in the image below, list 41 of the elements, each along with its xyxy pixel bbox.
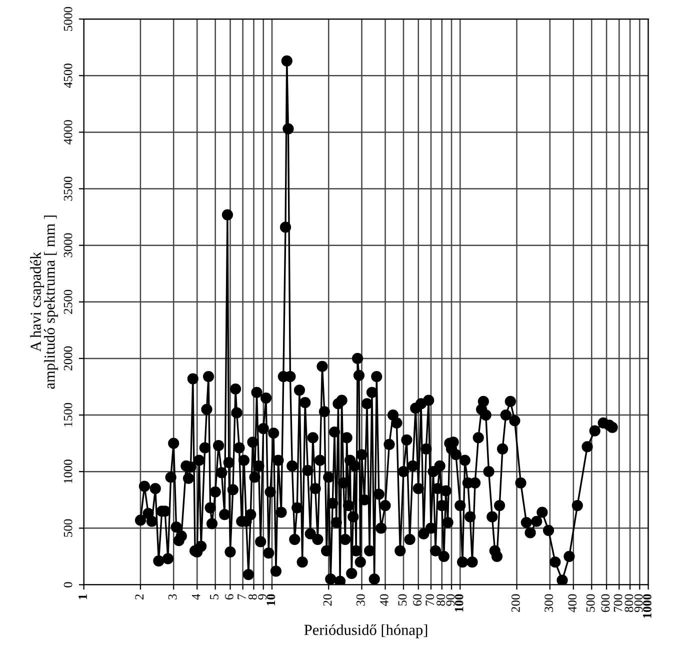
x-tick-label: 4 [192, 594, 200, 600]
x-tick-label: 90 [446, 594, 455, 606]
y-tick-label: 2000 [64, 346, 72, 370]
x-tick-label: 70 [426, 594, 434, 606]
x-tick-label: 900 [634, 594, 643, 612]
x-tick-label: 20 [323, 594, 332, 606]
y-axis-title: A havi csapadék amplitudó spektruma [ mm ] [30, 216, 58, 389]
y-tick-label: 4000 [64, 120, 72, 144]
y-tick-label: 1000 [64, 460, 72, 483]
x-axis-title: Periódusidő [hónap] [304, 624, 428, 638]
y-tick-label: 3000 [64, 233, 72, 258]
x-tick-label: 800 [624, 594, 634, 612]
y-tick-label: 1500 [64, 403, 72, 426]
y-tick-label: 3500 [64, 176, 72, 201]
y-tick-label: 2500 [64, 290, 72, 314]
x-tick-label: 30 [356, 594, 365, 606]
x-tick-label: 10 [266, 594, 276, 606]
x-tick-label: 8 [248, 594, 257, 600]
y-tick-label: 5000 [64, 7, 72, 31]
x-tick-label: 3 [168, 594, 177, 600]
x-tick-label: 600 [601, 594, 610, 612]
x-tick-label: 40 [380, 594, 388, 606]
x-tick-label: 50 [398, 594, 407, 606]
x-tick-label: 200 [511, 594, 520, 612]
x-tick-label: 9 [258, 594, 266, 600]
x-tick-label: 500 [586, 594, 595, 612]
x-tick-label: 1000 [642, 594, 652, 618]
x-tick-label: 60 [413, 594, 422, 606]
x-tick-label: 300 [544, 594, 554, 612]
x-tick-label: 2 [135, 594, 144, 600]
x-tick-label: 100 [454, 594, 464, 612]
x-tick-label: 1 [78, 594, 87, 600]
y-tick-label: 500 [64, 519, 72, 537]
x-tick-label: 6 [224, 594, 234, 600]
x-tick-label: 700 [614, 594, 622, 612]
x-tick-label: 400 [568, 594, 577, 612]
y-tick-label: 0 [64, 582, 72, 588]
x-tick-label: 7 [238, 594, 246, 600]
x-tick-label: 5 [210, 594, 218, 600]
x-tick-label: 80 [436, 594, 446, 606]
y-tick-label: 4500 [64, 64, 72, 88]
